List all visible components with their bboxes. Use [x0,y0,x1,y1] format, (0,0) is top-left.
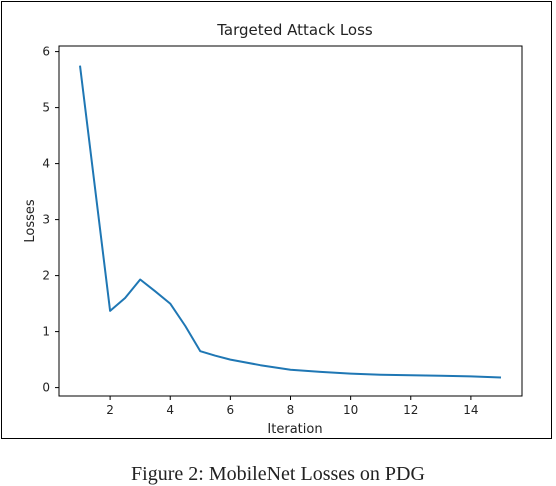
x-tick-label: 2 [106,403,114,417]
y-tick-label: 6 [42,45,50,59]
figure-frame [1,1,552,439]
x-tick-label: 4 [166,403,174,417]
x-axis-ticks: 2 4 6 8 10 12 14 [106,396,479,417]
chart: Targeted Attack Loss 2 4 6 8 10 12 14 0123456 … [23,21,523,437]
x-tick-label: 12 [403,403,418,417]
y-tick-label: 1 [42,325,50,339]
series-line [79,65,502,379]
x-tick-label: 14 [463,403,478,417]
x-tick-label: 6 [227,403,235,417]
y-axis-label: Losses [23,199,38,243]
y-axis-ticks: 0 1 2 3 4 5 6 [42,45,59,395]
x-axis-label: Iteration [267,422,322,437]
y-tick-label: 0 [42,381,50,395]
x-tick-label: 8 [287,403,295,417]
y-tick-label: 4 [42,157,50,171]
figure-caption: Figure 2: MobileNet Losses on PDG [131,463,425,485]
y-tick-label: 2 [42,269,50,283]
y-tick-label: 5 [42,101,50,115]
x-tick-label: 10 [343,403,358,417]
y-tick-label: 3 [42,213,50,227]
chart-title: Targeted Attack Loss [216,21,373,39]
plot-area [58,45,523,397]
